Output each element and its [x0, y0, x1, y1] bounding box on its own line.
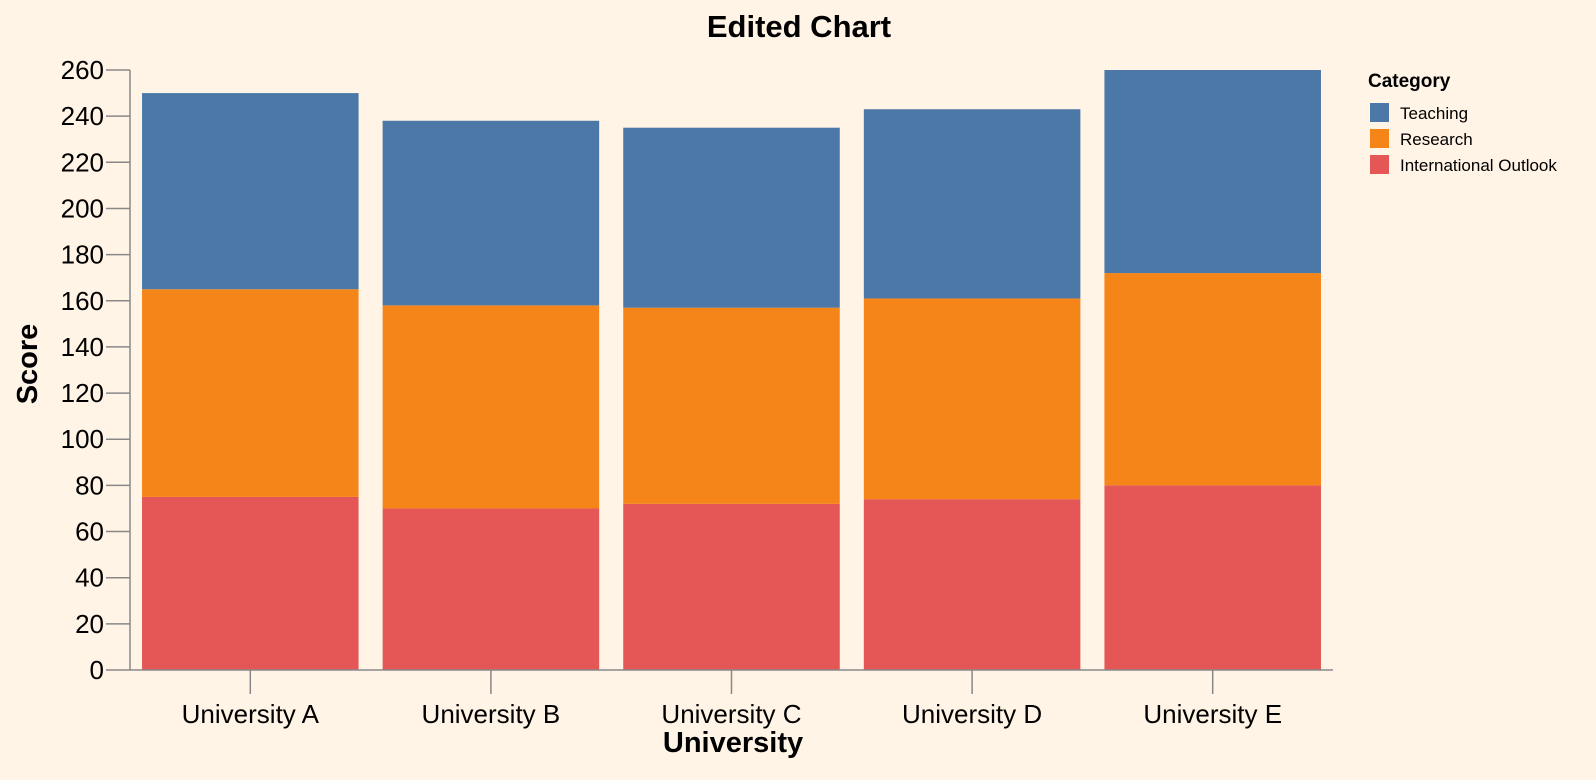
x-tick-label: University B — [422, 699, 561, 729]
x-axis: University A University B University C Univ… — [182, 670, 1282, 729]
bar-university-b-teaching — [382, 120, 600, 306]
legend-title: Category — [1368, 71, 1451, 92]
y-tick-label: 60 — [75, 517, 104, 547]
x-tick-label: University C — [661, 699, 801, 729]
bar-university-d-international-outlook — [863, 499, 1081, 670]
y-tick-label: 220 — [61, 147, 104, 177]
y-tick-label: 0 — [90, 655, 104, 685]
bars — [142, 70, 1321, 670]
y-tick-label: 20 — [75, 609, 104, 639]
legend-label-teaching: Teaching — [1400, 104, 1468, 123]
bar-university-c-teaching — [623, 127, 840, 308]
bar-university-c-research — [623, 307, 840, 504]
legend-label-international-outlook: International Outlook — [1400, 156, 1557, 175]
legend: Category Teaching Research International O… — [1368, 71, 1557, 175]
bar-university-a-teaching — [142, 93, 359, 290]
y-tick-label: 40 — [75, 563, 104, 593]
y-axis-title: Score — [12, 324, 44, 405]
x-tick-label: University E — [1143, 699, 1282, 729]
x-axis-title: University — [663, 727, 803, 759]
legend-swatch-international-outlook — [1370, 155, 1389, 174]
bar-university-a-research — [142, 289, 359, 497]
y-tick-label: 140 — [61, 332, 104, 362]
bar-university-d-teaching — [863, 109, 1081, 299]
bar-university-b-international-outlook — [382, 508, 600, 670]
bar-university-e-research — [1104, 273, 1321, 486]
y-tick-label: 160 — [61, 286, 104, 316]
y-tick-label: 80 — [75, 470, 104, 500]
bar-university-b-research — [382, 305, 600, 509]
y-tick-label: 120 — [61, 378, 104, 408]
x-tick-label: University A — [182, 699, 320, 729]
legend-label-research: Research — [1400, 130, 1473, 149]
bar-university-e-teaching — [1104, 70, 1321, 274]
bar-university-c-international-outlook — [623, 503, 840, 670]
chart-title: Edited Chart — [707, 9, 891, 44]
bar-university-e-international-outlook — [1104, 485, 1321, 670]
bar-university-a-international-outlook — [142, 496, 359, 670]
bar-university-d-research — [863, 298, 1081, 500]
y-tick-label: 180 — [61, 240, 104, 270]
y-tick-label: 200 — [61, 193, 104, 223]
legend-swatch-teaching — [1370, 103, 1389, 122]
y-axis: 0 20 40 60 80 100 120 140 160 180 200 220 240 260 — [61, 55, 130, 685]
legend-swatch-research — [1370, 129, 1389, 148]
y-tick-label: 100 — [61, 424, 104, 454]
y-tick-label: 240 — [61, 101, 104, 131]
y-tick-label: 260 — [61, 55, 104, 85]
x-tick-label: University D — [902, 699, 1042, 729]
